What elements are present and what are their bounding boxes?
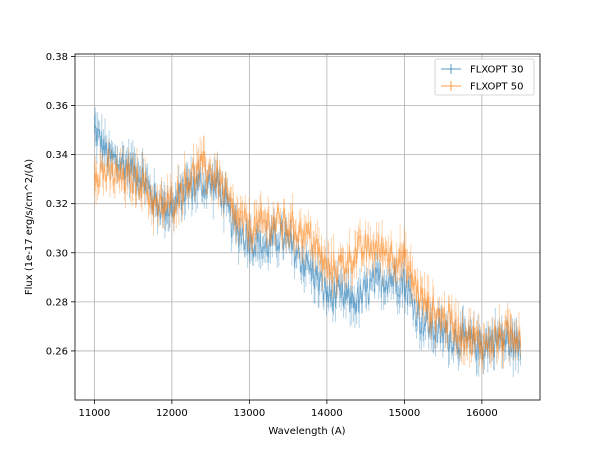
x-tick-label: 15000 xyxy=(388,408,420,419)
series-line xyxy=(93,150,522,360)
legend-label: FLXOPT 30 xyxy=(470,65,523,76)
y-tick-label: 0.36 xyxy=(46,101,68,112)
x-tick-label: 12000 xyxy=(156,408,188,419)
series-error-bars xyxy=(94,135,521,374)
grid-lines xyxy=(75,54,540,400)
y-axis-label: Flux (1e-17 erg/s/cm^2/(A) xyxy=(24,159,35,295)
legend-label: FLXOPT 50 xyxy=(470,82,523,93)
series-2 xyxy=(93,135,522,374)
y-tick-label: 0.28 xyxy=(46,297,68,308)
y-tick-label: 0.38 xyxy=(46,52,68,63)
series-line xyxy=(93,124,522,360)
x-tick-label: 14000 xyxy=(311,408,343,419)
tick-marks: 11000 12000 13000 14000 15000 16000 0.26 0.28 0.… xyxy=(46,52,498,419)
y-tick-label: 0.26 xyxy=(46,346,68,357)
y-tick-label: 0.30 xyxy=(46,248,68,259)
y-tick-label: 0.32 xyxy=(46,199,68,210)
x-tick-label: 11000 xyxy=(78,408,110,419)
x-tick-label: 16000 xyxy=(466,408,498,419)
legend: FLXOPT 30 FLXOPT 50 xyxy=(434,58,535,96)
plot-layer: 11000 12000 13000 14000 15000 16000 0.26 0.28 0.… xyxy=(46,52,541,419)
x-tick-label: 13000 xyxy=(233,408,265,419)
x-axis-label: Wavelength (A) xyxy=(268,426,345,437)
series-error-bars xyxy=(94,107,521,378)
axes-frame xyxy=(74,53,541,401)
y-tick-label: 0.34 xyxy=(46,150,68,161)
series-1 xyxy=(93,107,522,378)
